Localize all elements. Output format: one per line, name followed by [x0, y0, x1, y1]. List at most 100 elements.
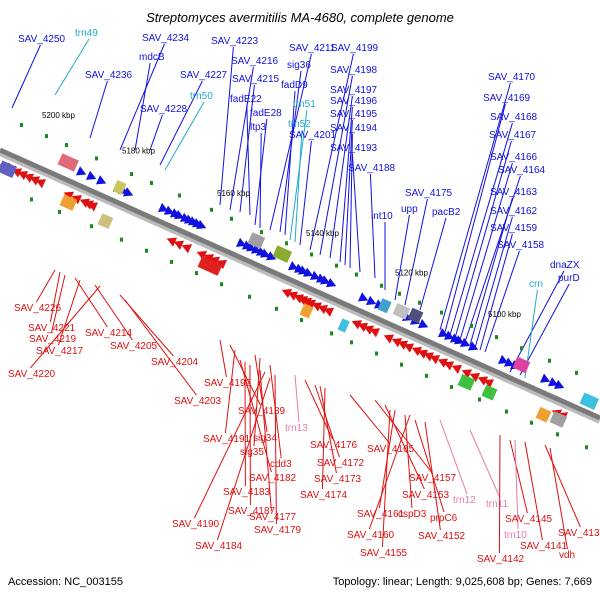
reverse-gene-arrow — [323, 307, 335, 317]
top-gene-label: SAV_4169 — [483, 93, 531, 104]
forward-gene-arrow — [325, 277, 337, 288]
forward-gene-arrow — [157, 202, 169, 213]
top-leader-line — [349, 133, 353, 269]
reverse-gene-arrow — [166, 237, 178, 247]
bottom-leader-line — [254, 354, 268, 433]
top-leader-line — [444, 103, 506, 333]
reverse-gene-arrow — [29, 176, 41, 186]
feature-dot — [375, 351, 378, 356]
top-gene-label: SAV_4166 — [490, 152, 538, 163]
feature-dot — [380, 283, 383, 288]
reverse-gene-arrow — [71, 195, 83, 205]
forward-gene-arrow — [309, 270, 321, 280]
feature-block — [457, 373, 476, 391]
top-leader-line — [289, 109, 308, 241]
feature-dot — [440, 310, 443, 315]
reverse-gene-arrow — [477, 376, 489, 386]
gene-labels: SAV_4250 trn49 SAV_4236 SAV_4234 mdcB SAV_422… — [8, 28, 600, 565]
feature-dot — [425, 373, 428, 378]
feature-block — [0, 160, 18, 179]
feature-dot — [575, 370, 578, 375]
bottom-leader-line — [439, 419, 468, 495]
bottom-gene-label: SAV_4133 — [558, 528, 600, 539]
bottom-leader-line — [544, 444, 581, 528]
bottom-gene-label: SAV_4217 — [36, 346, 84, 357]
bottom-leader-line — [349, 394, 390, 444]
bottom-leader-line — [216, 377, 271, 541]
bottom-leader-line — [259, 369, 272, 512]
feature-dot — [65, 143, 68, 148]
scale-tick-label: 5140 kbp — [306, 229, 339, 238]
top-leader-line — [134, 62, 151, 151]
reverse-gene-arrow — [196, 251, 208, 261]
reverse-gene-arrow — [311, 302, 323, 312]
bottom-leader-line — [124, 299, 197, 396]
bottom-leader-line — [50, 274, 66, 334]
top-gene-label: dnaZX — [550, 260, 580, 271]
feature-block — [112, 179, 127, 195]
top-leader-line — [294, 129, 303, 243]
top-gene-label: SAV_4198 — [330, 65, 378, 76]
top-gene-label: purD — [558, 273, 580, 284]
forward-gene-arrow — [287, 260, 299, 271]
reverse-gene-arrow — [363, 325, 375, 335]
feature-dot — [335, 263, 338, 268]
top-gene-label: SAV_4195 — [330, 109, 378, 120]
forward-gene-arrow — [539, 373, 551, 383]
top-leader-line — [351, 153, 361, 273]
top-gene-label: int10 — [371, 211, 393, 222]
bottom-leader-line — [253, 357, 261, 447]
topology-label: Topology: linear; Length: 9,025,608 bp; … — [333, 576, 592, 588]
top-leader-line — [164, 101, 205, 171]
bottom-gene-label: SAV_4191 — [203, 434, 251, 445]
top-gene-label: fadD9 — [281, 80, 308, 91]
top-leader-line — [439, 82, 511, 331]
top-gene-label: SAV_4196 — [330, 96, 378, 107]
reverse-gene-arrow — [209, 256, 221, 266]
bottom-gene-label: trn12 — [453, 495, 476, 506]
top-gene-label: SAV_4234 — [142, 33, 190, 44]
forward-gene-arrow — [85, 170, 97, 180]
feature-dot — [400, 362, 403, 367]
scale-tick-label: 5180 kbp — [122, 147, 155, 156]
feature-dot — [398, 291, 401, 296]
bottom-gene-label: sig35 — [240, 447, 264, 458]
feature-block — [377, 298, 392, 314]
reverse-gene-arrow — [469, 372, 481, 383]
forward-gene-arrow — [417, 319, 429, 329]
bottom-gene-label: SAV_4160 — [347, 530, 395, 541]
feature-dot — [275, 306, 278, 311]
feature-dot — [355, 272, 358, 277]
top-leader-line — [329, 95, 353, 259]
reverse-gene-arrow — [293, 294, 305, 304]
bottom-gene-label: trn11 — [486, 499, 508, 510]
forward-gene-arrow — [122, 187, 134, 197]
reverse-gene-arrow — [301, 297, 313, 308]
top-gene-label: upp — [401, 204, 418, 215]
forward-gene-arrow — [467, 341, 479, 351]
top-leader-line — [239, 84, 255, 213]
forward-gene-arrow — [437, 327, 449, 338]
feature-dot — [585, 445, 588, 450]
bottom-leader-line — [30, 285, 101, 369]
bottom-gene-label: SAV_4165 — [367, 444, 415, 455]
reverse-gene-arrow — [287, 291, 299, 301]
reverse-gene-arrow — [397, 340, 409, 350]
bottom-gene-label: SAV_4172 — [317, 458, 365, 469]
reverse-gene-arrow — [403, 343, 415, 353]
bottom-leader-line — [219, 339, 227, 378]
bottom-leader-line — [424, 421, 441, 531]
bottom-leader-line — [314, 384, 340, 458]
reverse-gene-arrow — [423, 352, 435, 362]
feature-dot — [285, 241, 288, 246]
feature-block — [535, 406, 552, 423]
bottom-gene-label: SAV_4176 — [310, 440, 358, 451]
feature-dot — [30, 197, 33, 202]
top-gene-label: SAV_4175 — [405, 188, 453, 199]
forward-gene-arrow — [459, 337, 471, 347]
forward-gene-arrow — [235, 237, 247, 247]
map-title: Streptomyces avermitilis MA-4680, comple… — [146, 10, 454, 25]
feature-dot — [178, 193, 181, 198]
feature-block — [407, 307, 424, 324]
